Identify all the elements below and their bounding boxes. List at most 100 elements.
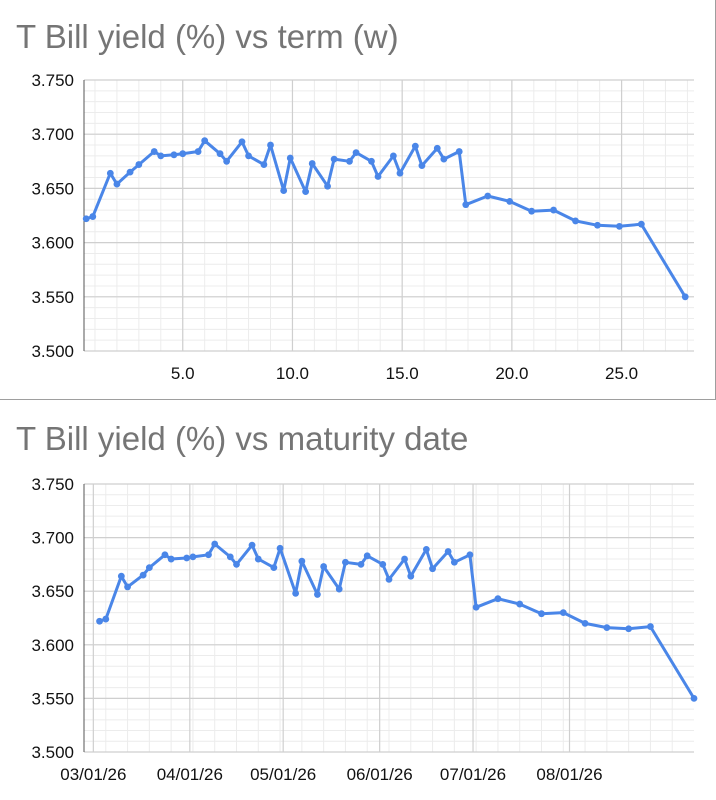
data-point <box>401 555 408 563</box>
data-point <box>450 558 458 566</box>
data-point <box>352 149 360 157</box>
y-tick-label: 3.650 <box>31 582 74 601</box>
data-point <box>462 201 470 209</box>
maturity-chart-title: T Bill yield (%) vs maturity date <box>16 420 469 457</box>
data-point <box>681 293 689 301</box>
term-chart-panel: T Bill yield (%) vs term (w) 3.750 3.700 3… <box>0 0 716 400</box>
maturity-chart-panel: T Bill yield (%) vs maturity date 3.750 3… <box>0 401 716 800</box>
data-point <box>389 152 397 160</box>
term-chart: 3.750 3.700 3.650 3.600 3.550 3.500 5.0 10.0 15.… <box>31 71 694 383</box>
y-tick-label: 3.650 <box>31 179 74 198</box>
data-point <box>444 548 452 555</box>
data-point <box>603 624 611 632</box>
data-point <box>170 151 178 159</box>
data-point <box>314 591 321 598</box>
data-point <box>292 589 300 597</box>
x-tick-label: 05/01/26 <box>250 765 316 784</box>
data-point <box>106 169 114 177</box>
data-point <box>411 142 419 150</box>
data-point <box>320 563 328 570</box>
y-tick-label: 3.700 <box>31 125 74 144</box>
data-point <box>223 157 231 165</box>
data-point <box>205 551 212 559</box>
data-point <box>270 564 278 572</box>
data-point <box>335 585 343 593</box>
y-tick-label: 3.500 <box>31 342 74 361</box>
data-point <box>538 610 545 618</box>
data-point <box>418 162 426 170</box>
data-point <box>368 157 375 165</box>
data-point <box>625 625 633 633</box>
data-point <box>690 695 698 702</box>
data-point <box>102 615 110 623</box>
x-tick-label: 20.0 <box>495 364 528 383</box>
data-point <box>615 222 623 230</box>
data-point <box>422 545 430 553</box>
data-point <box>167 555 175 563</box>
data-point <box>150 148 158 155</box>
x-tick-label: 10.0 <box>276 364 309 383</box>
data-point <box>226 553 234 561</box>
data-point <box>516 600 524 608</box>
data-point <box>647 623 654 630</box>
data-point <box>298 557 306 565</box>
gridlines <box>83 483 694 753</box>
data-point <box>572 217 579 225</box>
y-tick-label: 3.700 <box>31 529 74 548</box>
x-tick-label: 25.0 <box>605 364 638 383</box>
x-tick-label: 04/01/26 <box>157 765 223 784</box>
data-point <box>440 155 448 163</box>
data-point <box>357 561 365 568</box>
data-point <box>484 192 492 200</box>
y-tick-label: 3.550 <box>31 288 74 307</box>
term-chart-title: T Bill yield (%) vs term (w) <box>16 18 399 55</box>
data-point <box>308 160 316 167</box>
data-point <box>286 154 294 162</box>
data-point <box>594 221 601 229</box>
y-tick-label: 3.500 <box>31 743 74 762</box>
data-point <box>559 609 567 617</box>
data-point <box>139 571 147 579</box>
data-point <box>280 187 288 194</box>
data-point <box>637 220 645 228</box>
data-point <box>385 576 393 583</box>
maturity-chart: 3.750 3.700 3.650 3.600 3.550 3.500 03/01/26 04… <box>31 475 698 784</box>
data-point <box>276 544 284 552</box>
data-point <box>506 198 514 205</box>
x-tick-label: 03/01/26 <box>60 765 126 784</box>
data-point <box>113 180 121 188</box>
y-tick-label: 3.600 <box>31 636 74 655</box>
data-point <box>96 617 103 625</box>
data-point <box>201 137 209 145</box>
data-point <box>179 150 187 158</box>
x-tick-label: 15.0 <box>386 364 419 383</box>
data-point <box>433 144 441 152</box>
y-tick-label: 3.750 <box>31 475 74 494</box>
data-point <box>528 207 536 215</box>
data-point <box>260 161 268 168</box>
gridlines <box>84 79 694 352</box>
data-point <box>157 152 165 160</box>
data-point <box>194 148 202 155</box>
x-tick-label: 5.0 <box>171 364 195 383</box>
data-point <box>302 188 310 196</box>
data-point <box>379 561 387 568</box>
data-point <box>342 558 349 566</box>
y-tick-label: 3.550 <box>31 689 74 708</box>
data-point <box>248 541 256 549</box>
data-point <box>135 161 143 168</box>
series-line <box>98 542 696 700</box>
x-tick-label: 08/01/26 <box>536 765 602 784</box>
data-point <box>238 138 246 146</box>
data-point <box>429 565 436 573</box>
data-point <box>324 182 331 190</box>
data-point <box>363 552 371 560</box>
data-point <box>161 551 169 559</box>
data-point <box>211 540 219 548</box>
data-point <box>89 213 97 220</box>
data-point <box>145 564 153 572</box>
data-point <box>124 583 131 591</box>
y-tick-label: 3.750 <box>31 71 74 90</box>
data-point <box>189 553 197 561</box>
data-point <box>254 555 262 563</box>
